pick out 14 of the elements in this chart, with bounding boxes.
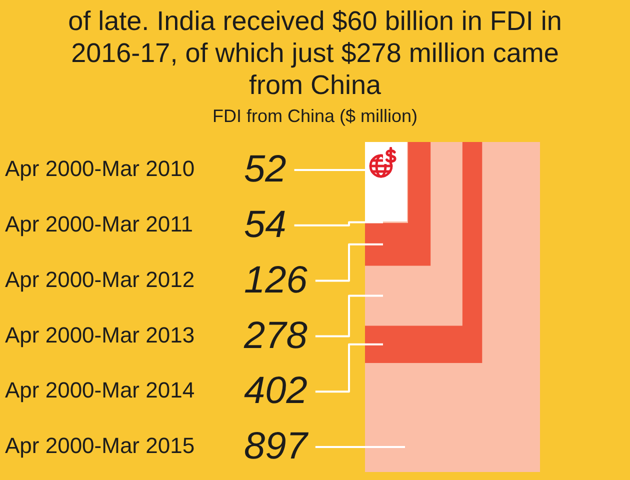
category-label: Apr 2000-Mar 2012 [5, 266, 195, 292]
category-label: Apr 2000-Mar 2015 [5, 433, 195, 458]
data-label: 54 [244, 204, 286, 246]
text: FDI from China ($ million) [212, 106, 418, 126]
data-label: 402 [244, 370, 308, 412]
category-label: Apr 2000-Mar 2014 [5, 378, 195, 403]
category-label: Apr 2000-Mar 2011 [5, 211, 193, 236]
data-label: 897 [244, 426, 310, 468]
text: of late. India received $60 billion in FDI in 2016-17, of which just $278 million came from China [68, 6, 562, 100]
category-label: Apr 2000-Mar 2010 [5, 156, 195, 182]
data-label: 278 [243, 314, 308, 357]
data-label: 52 [244, 148, 286, 191]
data-label: 126 [244, 259, 308, 302]
category-label: Apr 2000-Mar 2013 [5, 322, 195, 348]
